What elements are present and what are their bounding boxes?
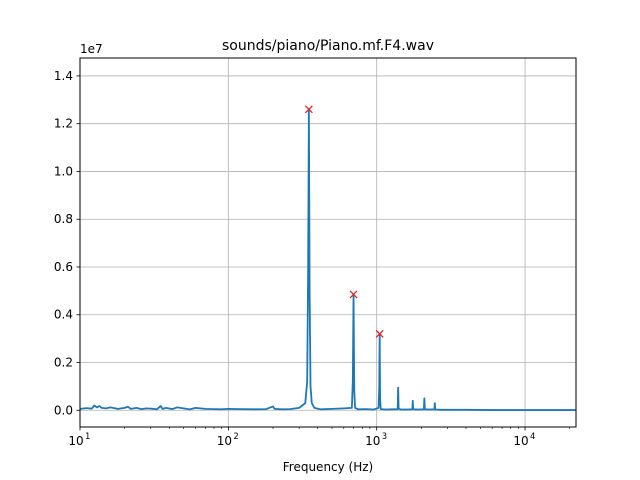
- y-tick-label: 0.2: [54, 356, 73, 370]
- x-axis: 10 1 10 2 10 3 10 4: [68, 427, 571, 448]
- peak-marker: [349, 290, 358, 299]
- y-axis: 0.0 0.2 0.4 0.6 0.8 1.0 1.2 1.4: [54, 69, 80, 417]
- grid: [79, 58, 576, 427]
- x-tick-label: 10: [513, 434, 528, 448]
- x-tick-label-exponent: 4: [530, 432, 535, 442]
- x-tick-label-exponent: 3: [382, 432, 387, 442]
- plot-frame: [79, 57, 577, 428]
- spectrum-line: [79, 108, 576, 411]
- x-tick-label: 10: [365, 434, 380, 448]
- y-tick-label: 1.4: [54, 69, 73, 83]
- peak-markers: [304, 105, 384, 338]
- x-tick-label-exponent: 1: [85, 432, 90, 442]
- y-tick-label: 0.4: [54, 308, 73, 322]
- peak-marker: [304, 105, 313, 114]
- y-axis-multiplier: 1e7: [80, 42, 103, 56]
- y-tick-label: 0.0: [54, 403, 73, 417]
- y-tick-label: 0.6: [54, 260, 73, 274]
- x-axis-label: Frequency (Hz): [283, 460, 374, 474]
- y-tick-label: 0.8: [54, 212, 73, 226]
- y-tick-label: 1.2: [54, 117, 73, 131]
- x-tick-label-exponent: 2: [233, 432, 238, 442]
- series-layer: [79, 108, 576, 411]
- peak-marker: [375, 329, 384, 338]
- chart-title: sounds/piano/Piano.mf.F4.wav: [222, 38, 434, 54]
- x-tick-label: 10: [68, 434, 83, 448]
- x-tick-label: 10: [217, 434, 232, 448]
- y-tick-label: 1.0: [54, 164, 73, 178]
